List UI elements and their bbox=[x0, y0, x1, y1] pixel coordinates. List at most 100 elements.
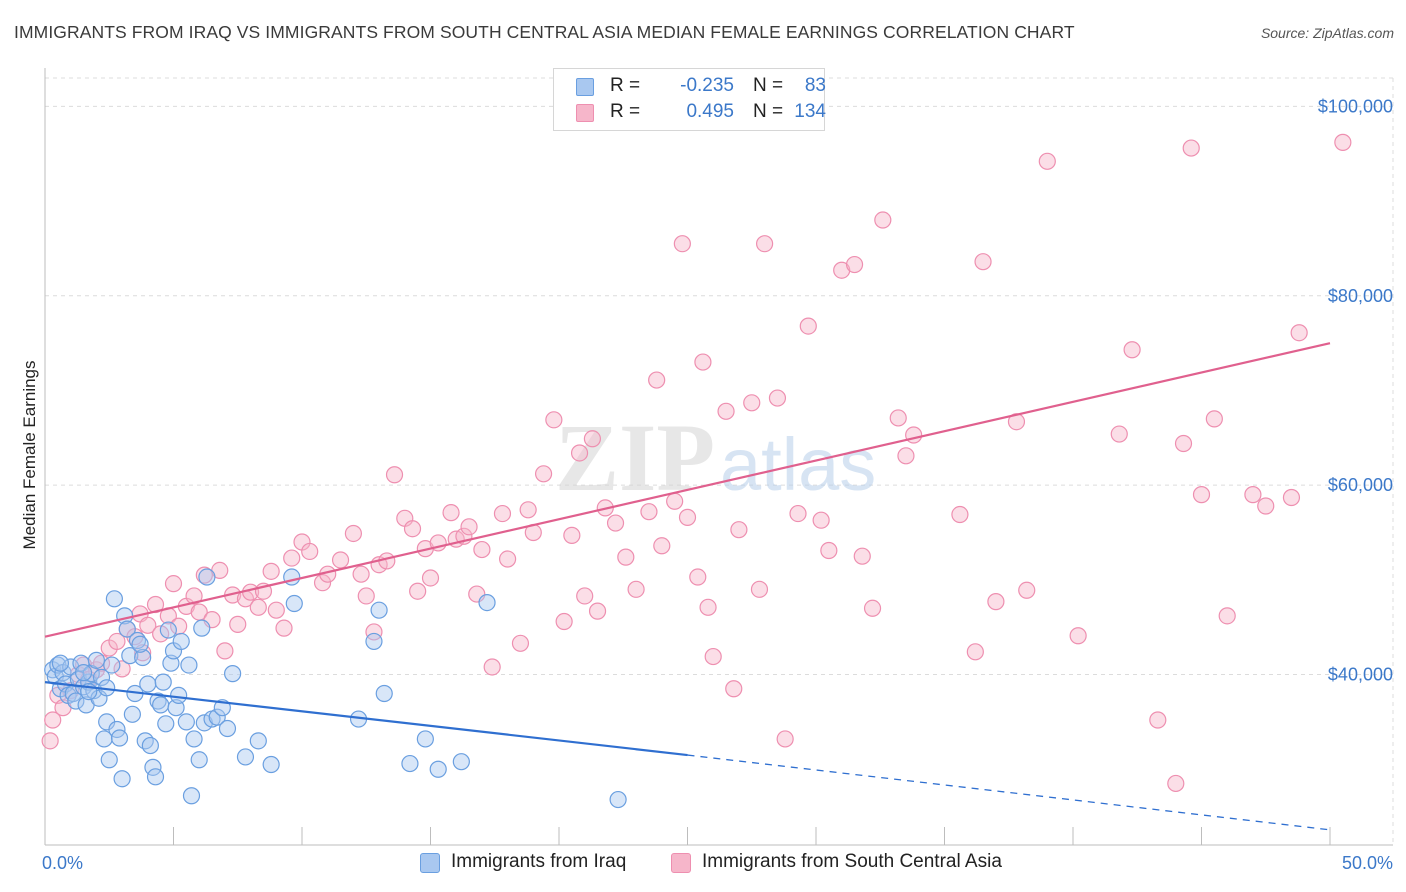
data-point-iraq bbox=[193, 619, 211, 637]
grid bbox=[45, 77, 1394, 845]
data-point-sca bbox=[511, 634, 530, 652]
y-tick-label: $100,000 bbox=[1318, 96, 1393, 116]
data-point-iraq bbox=[131, 635, 149, 653]
data-point-sca bbox=[653, 537, 671, 555]
data-point-iraq bbox=[375, 684, 393, 703]
data-point-sca bbox=[853, 547, 871, 565]
data-point-iraq bbox=[224, 665, 242, 683]
data-point-sca bbox=[421, 569, 440, 587]
data-point-iraq bbox=[172, 632, 190, 651]
data-point-iraq bbox=[249, 732, 267, 750]
data-point-sca bbox=[874, 211, 892, 229]
y-tick-label: $40,000 bbox=[1328, 665, 1393, 685]
legend-r-value: -0.235 bbox=[680, 75, 734, 96]
watermark-zip: ZIP bbox=[555, 404, 715, 511]
data-point-sca bbox=[1110, 425, 1128, 443]
data-point-sca bbox=[717, 402, 735, 420]
trend-line-sca bbox=[44, 342, 1331, 638]
trend-lines bbox=[44, 342, 1331, 831]
data-point-sca bbox=[673, 235, 691, 253]
data-point-sca bbox=[750, 580, 769, 598]
bottom-legend-swatch-iraq bbox=[420, 853, 440, 873]
data-point-sca bbox=[534, 465, 553, 483]
data-point-sca bbox=[897, 447, 915, 465]
trend-line-iraq-extension bbox=[687, 754, 1331, 831]
legend-n-label: N = bbox=[753, 101, 784, 122]
data-point-sca bbox=[689, 568, 707, 586]
data-point-iraq bbox=[152, 696, 170, 714]
data-point-sca bbox=[966, 643, 984, 661]
y-tick-label: $60,000 bbox=[1328, 475, 1393, 495]
data-point-sca bbox=[301, 542, 319, 561]
y-axis-label: Median Female Earnings bbox=[20, 361, 39, 550]
data-point-sca bbox=[195, 566, 213, 584]
data-point-iraq bbox=[100, 751, 118, 769]
data-point-iraq bbox=[478, 593, 496, 612]
data-point-sca bbox=[768, 389, 787, 407]
data-point-sca bbox=[403, 520, 422, 538]
data-point-sca bbox=[725, 680, 743, 698]
data-point-iraq bbox=[177, 713, 195, 731]
x-tick-label: 0.0% bbox=[42, 853, 83, 873]
data-point-sca bbox=[499, 550, 517, 568]
data-point-sca bbox=[1038, 152, 1056, 170]
data-point-iraq bbox=[105, 590, 123, 608]
tick-labels: $40,000 $60,000 $80,000 $100,000 0.0% 50.0% bbox=[42, 96, 1393, 873]
legend-r-value: 0.495 bbox=[686, 101, 734, 122]
data-point-sca bbox=[519, 501, 537, 519]
data-point-sca bbox=[352, 565, 370, 583]
data-point-sca bbox=[1290, 324, 1308, 342]
chart-title: IMMIGRANTS FROM IRAQ VS IMMIGRANTS FROM … bbox=[14, 22, 1075, 42]
data-point-sca bbox=[1167, 774, 1185, 793]
data-point-sca bbox=[1205, 410, 1223, 428]
data-point-sca bbox=[139, 616, 157, 634]
legend-swatch-sca bbox=[576, 104, 594, 122]
data-point-sca bbox=[863, 599, 882, 617]
data-point-iraq bbox=[198, 568, 216, 586]
legend-n-value: 83 bbox=[804, 75, 826, 96]
data-point-iraq bbox=[146, 768, 165, 786]
data-point-iraq bbox=[208, 708, 226, 726]
data-point-iraq bbox=[67, 692, 85, 710]
correlation-legend: R = -0.235 N = 83 R = 0.495 N = 134 bbox=[553, 68, 826, 131]
data-point-iraq bbox=[159, 621, 177, 639]
data-point-iraq bbox=[416, 730, 434, 748]
data-point-sca bbox=[951, 505, 969, 524]
data-point-sca bbox=[576, 587, 594, 605]
legend-n-label: N = bbox=[753, 75, 784, 96]
data-point-sca bbox=[185, 587, 203, 605]
data-point-sca bbox=[1282, 488, 1301, 507]
data-point-sca bbox=[648, 371, 666, 389]
data-point-iraq bbox=[185, 730, 203, 748]
legend-swatch-iraq bbox=[576, 78, 594, 96]
data-point-sca bbox=[216, 642, 234, 660]
data-point-sca bbox=[41, 732, 59, 750]
data-point-sca bbox=[1123, 341, 1141, 359]
data-point-iraq bbox=[74, 664, 93, 682]
data-point-sca bbox=[473, 540, 491, 559]
data-point-sca bbox=[845, 255, 864, 274]
data-point-sca bbox=[1018, 581, 1036, 599]
data-point-iraq bbox=[92, 668, 111, 686]
data-point-sca bbox=[483, 658, 501, 676]
data-point-sca bbox=[730, 521, 748, 539]
data-point-iraq bbox=[429, 760, 447, 778]
data-point-sca bbox=[812, 511, 830, 529]
data-point-sca bbox=[1244, 486, 1262, 504]
data-point-sca bbox=[889, 409, 907, 427]
data-point-sca bbox=[92, 654, 111, 672]
data-point-sca bbox=[666, 492, 684, 510]
data-point-sca bbox=[460, 518, 478, 536]
data-point-sca bbox=[1174, 434, 1193, 453]
data-point-iraq bbox=[136, 732, 154, 750]
data-point-iraq bbox=[121, 647, 139, 665]
data-point-sca bbox=[44, 711, 62, 729]
data-point-sca bbox=[1182, 139, 1200, 157]
data-point-sca bbox=[1334, 133, 1352, 151]
data-point-iraq bbox=[180, 656, 198, 674]
bottom-legend-label-iraq: Immigrants from Iraq bbox=[451, 851, 627, 872]
data-point-sca bbox=[606, 514, 625, 532]
data-point-iraq bbox=[401, 754, 419, 773]
data-point-sca bbox=[694, 353, 712, 371]
data-point-sca bbox=[357, 587, 375, 605]
